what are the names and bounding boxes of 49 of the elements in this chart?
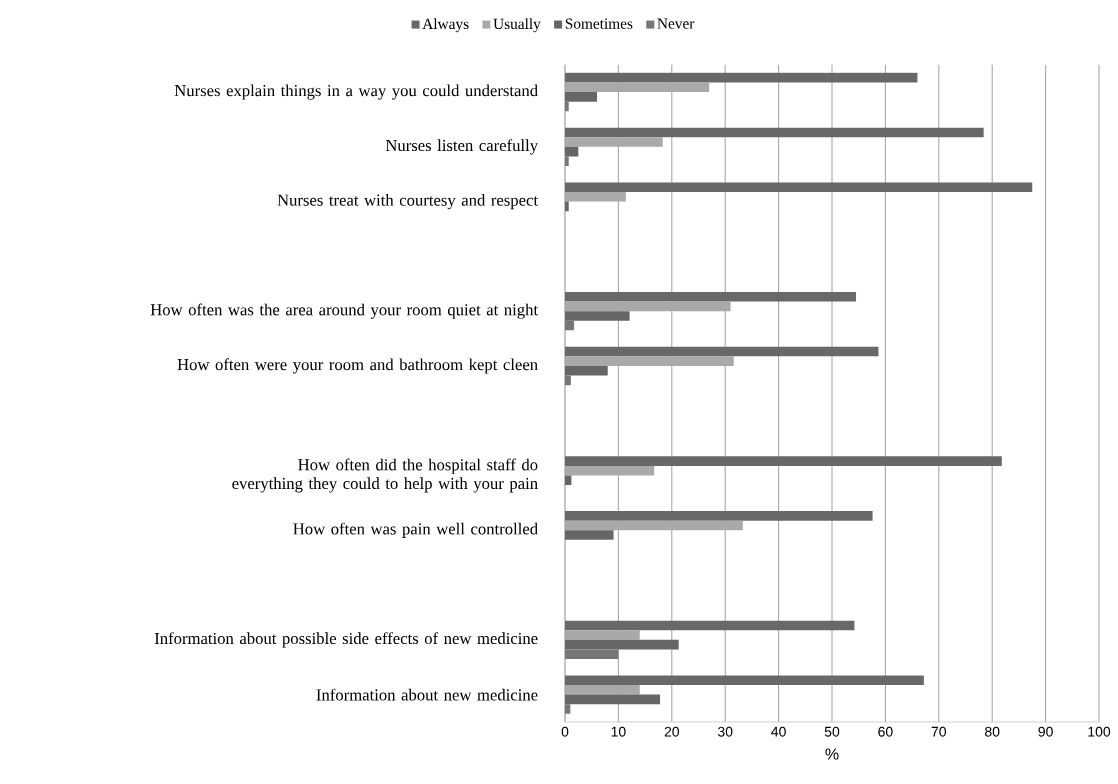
bar xyxy=(565,72,918,83)
bar xyxy=(565,156,569,167)
x-tick-label: 90 xyxy=(1038,726,1053,737)
bar xyxy=(565,346,879,357)
bar xyxy=(565,704,571,714)
legend-label: Always xyxy=(422,18,469,33)
bar xyxy=(565,92,598,102)
x-tick-label: 100 xyxy=(1088,726,1111,737)
x-axis-title: % xyxy=(825,748,839,760)
y-tick-label: Information about new medicine xyxy=(316,688,538,701)
bar xyxy=(565,311,630,321)
x-tick-label: 60 xyxy=(878,726,893,737)
bar xyxy=(565,649,619,660)
bar xyxy=(565,639,679,650)
legend-label: Usually xyxy=(493,18,541,33)
x-tick-label: 50 xyxy=(824,726,840,737)
y-tick-label: How often were your room and bathroom kept cleen xyxy=(177,358,538,374)
x-tick-label: 80 xyxy=(985,726,1000,737)
bar xyxy=(565,456,1002,466)
bar xyxy=(565,320,575,331)
bar xyxy=(565,511,873,521)
bar xyxy=(565,475,572,486)
bar xyxy=(565,101,569,112)
bar xyxy=(565,146,579,157)
bar xyxy=(565,620,855,631)
bar xyxy=(565,291,857,302)
y-tick-label: Nurses explain things in a way you could understand xyxy=(174,84,538,100)
y-tick-label: Nurses treat with courtesy and respect xyxy=(277,194,538,210)
x-tick-label: 20 xyxy=(664,726,680,737)
y-tick-label: Nurses listen carefully xyxy=(385,139,538,155)
bar xyxy=(565,201,569,212)
x-tick-label: 70 xyxy=(931,726,947,737)
x-tick-label: 40 xyxy=(771,726,786,737)
bar xyxy=(565,375,571,386)
bar xyxy=(565,365,608,376)
bar xyxy=(565,530,614,540)
legend-label: Sometimes xyxy=(565,18,633,29)
x-tick-label: 10 xyxy=(611,726,626,737)
y-tick-label: How often did the hospital staff do everything they could to help with your pain xyxy=(232,458,538,493)
bar xyxy=(565,127,984,138)
y-tick-label: Information about possible side effects of new medicine xyxy=(154,632,538,648)
y-tick-label: How often was pain well controlled xyxy=(293,522,538,538)
bar xyxy=(565,694,661,705)
x-tick-label: 30 xyxy=(717,726,733,737)
y-tick-label: How often was the area around your room quiet at night xyxy=(150,303,538,319)
x-tick-label: 0 xyxy=(561,726,569,737)
bar xyxy=(565,182,1033,193)
legend-label: Never xyxy=(657,18,695,29)
bar xyxy=(565,675,924,686)
